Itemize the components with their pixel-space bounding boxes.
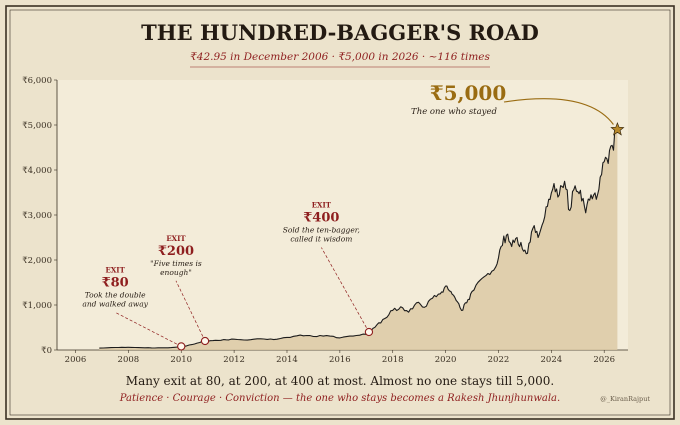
exit-tag: EXIT <box>312 201 332 210</box>
price-line <box>99 127 618 349</box>
exit-note: enough" <box>160 268 192 277</box>
y-tick-label: ₹3,000 <box>22 211 52 221</box>
y-tick-label: ₹4,000 <box>22 166 52 176</box>
exit-leader-line <box>321 247 370 333</box>
chart: ₹0 ₹1,000 ₹2,000 ₹3,000 ₹4,000 ₹5,000 ₹6,000 20… <box>22 76 628 365</box>
final-leader-line <box>503 98 614 125</box>
exit-note: Took the double <box>85 290 146 299</box>
exit-value: ₹200 <box>158 244 194 259</box>
exit-note: Sold the ten-bagger, <box>283 226 360 235</box>
exit-note: "Five times is <box>150 259 202 268</box>
x-tick-label: 2022 <box>488 355 510 365</box>
price-area <box>99 128 618 350</box>
x-tick-label: 2014 <box>276 355 298 365</box>
x-tick-label: 2024 <box>541 355 563 365</box>
x-tick-label: 2012 <box>223 355 245 365</box>
exit-value: ₹80 <box>102 275 129 290</box>
y-tick-label: ₹0 <box>41 346 52 356</box>
x-tick-label: 2016 <box>329 355 351 365</box>
exit-note: called it wisdom <box>290 235 352 244</box>
exit-tag: EXIT <box>106 265 126 274</box>
y-tick-label: ₹6,000 <box>22 76 52 86</box>
final-value: ₹5,000 <box>430 81 507 105</box>
exit-note: and walked away <box>82 299 148 308</box>
exit-point-marker <box>364 327 374 337</box>
final-star-marker <box>610 122 625 136</box>
footer-line2: Patience · Courage · Conviction — the on… <box>119 393 560 404</box>
inner-frame <box>9 9 671 416</box>
page-title: THE HUNDRED-BAGGER'S ROAD <box>141 20 539 45</box>
exit-value: ₹400 <box>303 211 339 226</box>
y-tick-label: ₹2,000 <box>22 256 52 266</box>
x-tick-label: 2010 <box>170 355 192 365</box>
y-tick-label: ₹5,000 <box>22 121 52 131</box>
x-tick-label: 2026 <box>593 355 615 365</box>
credit-handle: @_KiranRajput <box>600 395 650 403</box>
x-tick-label: 2008 <box>118 355 140 365</box>
exit-point-marker <box>200 336 210 346</box>
final-note: The one who stayed <box>411 107 497 117</box>
outer-frame <box>5 5 675 420</box>
footer-line1: Many exit at 80, at 200, at 400 at most.… <box>126 374 554 388</box>
exit-tag: EXIT <box>166 234 186 243</box>
subtitle: ₹42.95 in December 2006 · ₹5,000 in 2026… <box>190 51 490 63</box>
x-tick-label: 2020 <box>435 355 457 365</box>
y-tick-label: ₹1,000 <box>22 301 52 311</box>
exit-leader-line <box>175 280 206 342</box>
x-tick-label: 2018 <box>382 355 404 365</box>
exit-leader-line <box>114 311 182 347</box>
exit-point-marker <box>177 342 186 351</box>
x-tick-label: 2006 <box>65 355 87 365</box>
